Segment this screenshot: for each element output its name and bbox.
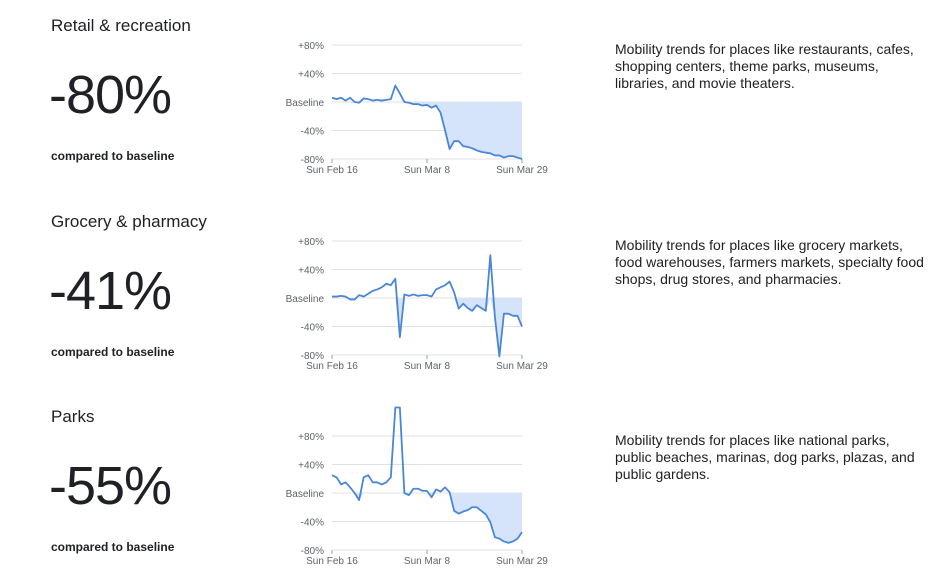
percent-value: -80% bbox=[49, 65, 172, 125]
x-tick-label: Sun Mar 29 bbox=[496, 165, 548, 176]
category-title: Grocery & pharmacy bbox=[51, 212, 207, 231]
compared-label: compared to baseline bbox=[51, 540, 175, 554]
section-grocery: Grocery & pharmacy -41% compared to base… bbox=[0, 196, 942, 391]
below-baseline-area bbox=[332, 493, 522, 543]
category-title: Parks bbox=[51, 407, 95, 426]
y-tick-label: +40% bbox=[298, 461, 324, 472]
series-line bbox=[331, 84, 523, 160]
y-tick-label: +40% bbox=[298, 266, 324, 277]
below-baseline-area bbox=[332, 298, 522, 357]
category-description: Mobility trends for places like grocery … bbox=[615, 237, 924, 287]
parks-chart: +80% +40% Baseline -40% -80%Sun Feb 16 Sun Ma… bbox=[286, 406, 548, 567]
section-retail: Retail & recreation -80% compared to bas… bbox=[0, 0, 942, 195]
compared-label: compared to baseline bbox=[51, 149, 175, 163]
below-baseline-area bbox=[332, 102, 522, 159]
y-tick-label: +80% bbox=[298, 432, 324, 443]
y-tick-label: +80% bbox=[298, 237, 324, 248]
y-tick-label: Baseline bbox=[286, 489, 325, 500]
x-tick-label: Sun Mar 8 bbox=[404, 361, 451, 372]
x-tick-label: Sun Feb 16 bbox=[306, 556, 358, 567]
y-tick-label: -80% bbox=[301, 351, 324, 362]
y-tick-label: -40% bbox=[301, 518, 324, 529]
y-tick-label: -80% bbox=[301, 155, 324, 166]
x-tick-label: Sun Mar 8 bbox=[404, 165, 451, 176]
category-description: Mobility trends for places like national… bbox=[615, 432, 915, 482]
x-tick-label: Sun Feb 16 bbox=[306, 165, 358, 176]
x-tick-label: Sun Mar 29 bbox=[496, 556, 548, 567]
y-tick-label: Baseline bbox=[286, 98, 325, 109]
y-tick-label: -40% bbox=[301, 127, 324, 138]
y-tick-label: -80% bbox=[301, 546, 324, 557]
x-tick-label: Sun Feb 16 bbox=[306, 361, 358, 372]
category-title: Retail & recreation bbox=[51, 16, 191, 35]
percent-value: -55% bbox=[49, 456, 172, 516]
y-tick-label: Baseline bbox=[286, 294, 325, 305]
series-line bbox=[332, 254, 523, 358]
category-description: Mobility trends for places like restaura… bbox=[615, 41, 914, 91]
percent-value: -41% bbox=[49, 261, 172, 321]
series-line bbox=[331, 406, 523, 544]
y-tick-label: +40% bbox=[298, 70, 324, 81]
section-parks: Parks -55% compared to baseline +80% +40%… bbox=[0, 391, 942, 586]
x-tick-label: Sun Mar 8 bbox=[404, 556, 451, 567]
retail-chart: +80% +40% Baseline -40% -80%Sun Feb 16 Sun Ma… bbox=[286, 41, 549, 176]
x-tick-label: Sun Mar 29 bbox=[496, 361, 548, 372]
y-tick-label: +80% bbox=[298, 41, 324, 52]
grocery-chart: +80% +40% Baseline -40% -80%Sun Feb 16 Sun Ma… bbox=[286, 237, 549, 372]
compared-label: compared to baseline bbox=[51, 345, 175, 359]
y-tick-label: -40% bbox=[301, 323, 324, 334]
